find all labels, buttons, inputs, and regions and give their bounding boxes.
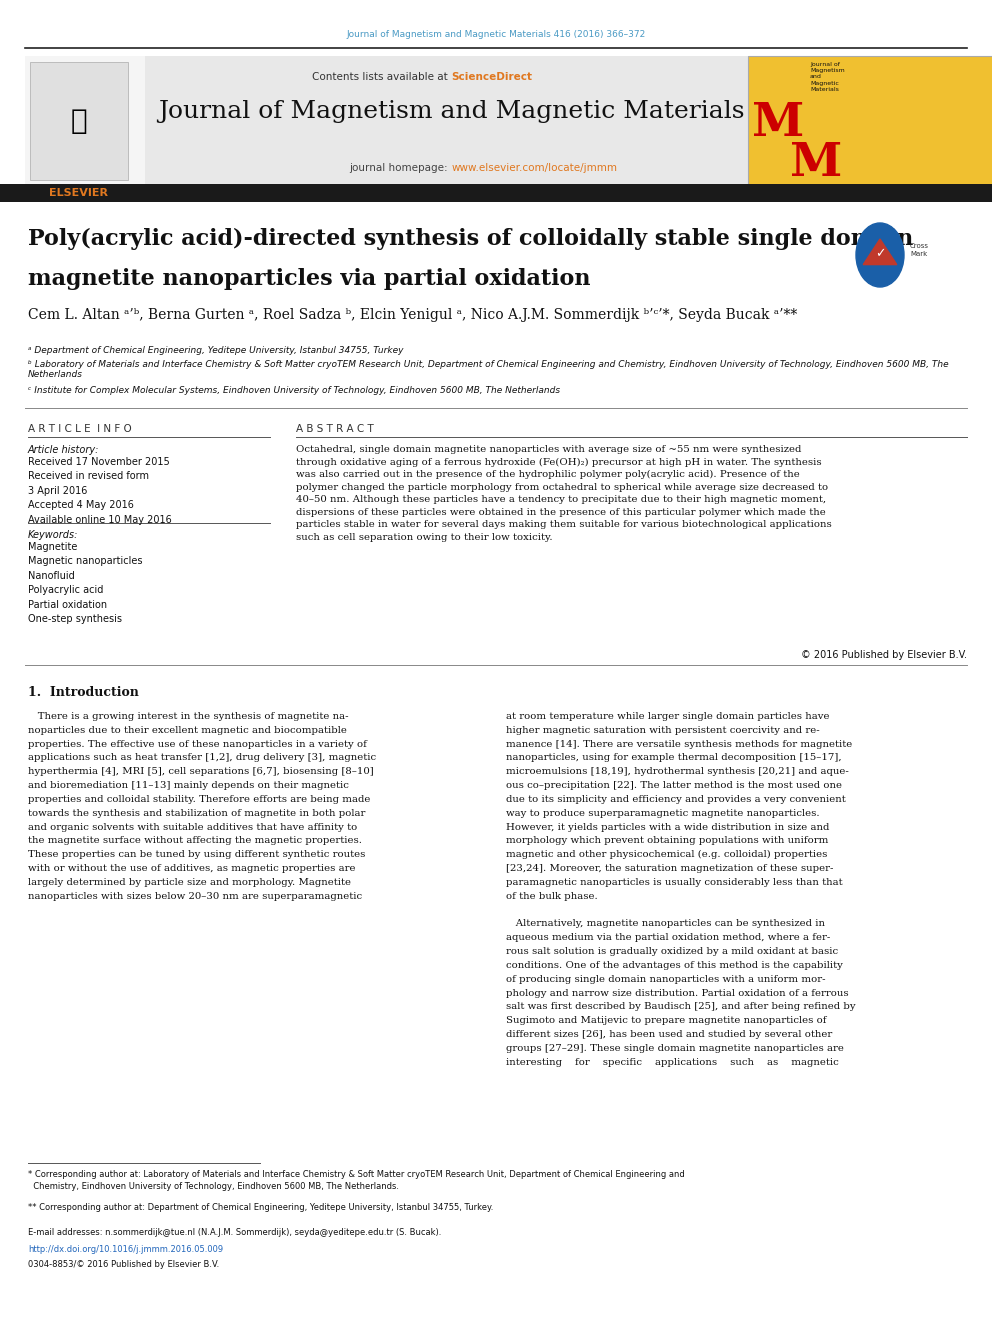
Text: Contents lists available at: Contents lists available at — [312, 71, 451, 82]
Text: microemulsions [18,19], hydrothermal synthesis [20,21] and aque-: microemulsions [18,19], hydrothermal syn… — [506, 767, 849, 777]
Text: paramagnetic nanoparticles is usually considerably less than that: paramagnetic nanoparticles is usually co… — [506, 878, 842, 886]
Text: ELSEVIER: ELSEVIER — [50, 188, 108, 198]
Text: nanoparticles, using for example thermal decomposition [15–17],: nanoparticles, using for example thermal… — [506, 754, 841, 762]
Text: * Corresponding author at: Laboratory of Materials and Interface Chemistry & Sof: * Corresponding author at: Laboratory of… — [28, 1170, 684, 1191]
Text: Poly(acrylic acid)-directed synthesis of colloidally stable single domain: Poly(acrylic acid)-directed synthesis of… — [28, 228, 914, 250]
Text: ScienceDirect: ScienceDirect — [451, 71, 533, 82]
Text: the magnetite surface without affecting the magnetic properties.: the magnetite surface without affecting … — [28, 836, 362, 845]
Text: phology and narrow size distribution. Partial oxidation of a ferrous: phology and narrow size distribution. Pa… — [506, 988, 848, 998]
Text: largely determined by particle size and morphology. Magnetite: largely determined by particle size and … — [28, 878, 351, 886]
Text: with or without the use of additives, as magnetic properties are: with or without the use of additives, as… — [28, 864, 355, 873]
Text: Journal of Magnetism and Magnetic Materials: Journal of Magnetism and Magnetic Materi… — [158, 101, 745, 123]
Text: ous co–precipitation [22]. The latter method is the most used one: ous co–precipitation [22]. The latter me… — [506, 781, 842, 790]
FancyBboxPatch shape — [748, 56, 992, 198]
Text: way to produce superparamagnetic magnetite nanoparticles.: way to produce superparamagnetic magneti… — [506, 808, 819, 818]
Text: There is a growing interest in the synthesis of magnetite na-: There is a growing interest in the synth… — [28, 712, 348, 721]
Text: M: M — [752, 101, 805, 146]
Text: manence [14]. There are versatile synthesis methods for magnetite: manence [14]. There are versatile synthe… — [506, 740, 852, 749]
Text: nanoparticles with sizes below 20–30 nm are superparamagnetic: nanoparticles with sizes below 20–30 nm … — [28, 892, 362, 901]
Text: © 2016 Published by Elsevier B.V.: © 2016 Published by Elsevier B.V. — [801, 650, 967, 660]
Text: However, it yields particles with a wide distribution in size and: However, it yields particles with a wide… — [506, 823, 829, 832]
Text: towards the synthesis and stabilization of magnetite in both polar: towards the synthesis and stabilization … — [28, 808, 365, 818]
Text: magnetic and other physicochemical (e.g. colloidal) properties: magnetic and other physicochemical (e.g.… — [506, 851, 827, 860]
Circle shape — [856, 224, 904, 287]
Text: noparticles due to their excellent magnetic and biocompatible: noparticles due to their excellent magne… — [28, 726, 347, 734]
Text: E-mail addresses: n.sommerdijk@tue.nl (N.A.J.M. Sommerdijk), seyda@yeditepe.edu.: E-mail addresses: n.sommerdijk@tue.nl (N… — [28, 1228, 441, 1237]
Text: Journal of Magnetism and Magnetic Materials 416 (2016) 366–372: Journal of Magnetism and Magnetic Materi… — [346, 30, 646, 38]
Text: due to its simplicity and efficiency and provides a very convenient: due to its simplicity and efficiency and… — [506, 795, 846, 804]
Text: M: M — [790, 140, 842, 187]
Text: These properties can be tuned by using different synthetic routes: These properties can be tuned by using d… — [28, 851, 365, 859]
Text: properties and colloidal stability. Therefore efforts are being made: properties and colloidal stability. Ther… — [28, 795, 370, 804]
Text: Article history:: Article history: — [28, 445, 99, 455]
Text: and organic solvents with suitable additives that have affinity to: and organic solvents with suitable addit… — [28, 823, 357, 832]
Text: aqueous medium via the partial oxidation method, where a fer-: aqueous medium via the partial oxidation… — [506, 933, 830, 942]
Text: properties. The effective use of these nanoparticles in a variety of: properties. The effective use of these n… — [28, 740, 367, 749]
Text: ** Corresponding author at: Department of Chemical Engineering, Yeditepe Univers: ** Corresponding author at: Department o… — [28, 1203, 493, 1212]
Text: Magnetite
Magnetic nanoparticles
Nanofluid
Polyacrylic acid
Partial oxidation
On: Magnetite Magnetic nanoparticles Nanoflu… — [28, 542, 143, 624]
Text: ᶜ Institute for Complex Molecular Systems, Eindhoven University of Technology, E: ᶜ Institute for Complex Molecular System… — [28, 386, 560, 396]
Text: Journal of
Magnetism
and
Magnetic
Materials: Journal of Magnetism and Magnetic Materi… — [810, 62, 845, 91]
Text: morphology which prevent obtaining populations with uniform: morphology which prevent obtaining popul… — [506, 836, 828, 845]
Text: Sugimoto and Matijevic to prepare magnetite nanoparticles of: Sugimoto and Matijevic to prepare magnet… — [506, 1016, 826, 1025]
Text: www.elsevier.com/locate/jmmm: www.elsevier.com/locate/jmmm — [451, 163, 617, 173]
Text: A R T I C L E  I N F O: A R T I C L E I N F O — [28, 423, 132, 434]
Text: 🌳: 🌳 — [70, 107, 87, 135]
Text: Received 17 November 2015
Received in revised form
3 April 2016
Accepted 4 May 2: Received 17 November 2015 Received in re… — [28, 456, 172, 525]
FancyBboxPatch shape — [25, 56, 967, 200]
Text: ᵃ Department of Chemical Engineering, Yeditepe University, Istanbul 34755, Turke: ᵃ Department of Chemical Engineering, Ye… — [28, 347, 404, 355]
Text: at room temperature while larger single domain particles have: at room temperature while larger single … — [506, 712, 829, 721]
Text: magnetite nanoparticles via partial oxidation: magnetite nanoparticles via partial oxid… — [28, 269, 590, 290]
Text: ᵇ Laboratory of Materials and Interface Chemistry & Soft Matter cryoTEM Research: ᵇ Laboratory of Materials and Interface … — [28, 360, 948, 380]
Text: A B S T R A C T: A B S T R A C T — [296, 423, 374, 434]
Text: rous salt solution is gradually oxidized by a mild oxidant at basic: rous salt solution is gradually oxidized… — [506, 947, 838, 957]
Text: higher magnetic saturation with persistent coercivity and re-: higher magnetic saturation with persiste… — [506, 726, 819, 734]
Polygon shape — [863, 239, 897, 265]
FancyBboxPatch shape — [30, 62, 128, 180]
Text: of the bulk phase.: of the bulk phase. — [506, 892, 598, 901]
Text: Alternatively, magnetite nanoparticles can be synthesized in: Alternatively, magnetite nanoparticles c… — [506, 919, 825, 929]
Text: Keywords:: Keywords: — [28, 531, 78, 540]
Text: of producing single domain nanoparticles with a uniform mor-: of producing single domain nanoparticles… — [506, 975, 825, 984]
Text: Octahedral, single domain magnetite nanoparticles with average size of ~55 nm we: Octahedral, single domain magnetite nano… — [296, 445, 831, 542]
Text: groups [27–29]. These single domain magnetite nanoparticles are: groups [27–29]. These single domain magn… — [506, 1044, 844, 1053]
Text: different sizes [26], has been used and studied by several other: different sizes [26], has been used and … — [506, 1031, 832, 1039]
Text: hyperthermia [4], MRI [5], cell separations [6,7], biosensing [8–10]: hyperthermia [4], MRI [5], cell separati… — [28, 767, 374, 777]
Text: [23,24]. Moreover, the saturation magnetization of these super-: [23,24]. Moreover, the saturation magnet… — [506, 864, 833, 873]
Text: journal homepage:: journal homepage: — [349, 163, 451, 173]
Text: 0304-8853/© 2016 Published by Elsevier B.V.: 0304-8853/© 2016 Published by Elsevier B… — [28, 1259, 219, 1269]
Text: salt was first described by Baudisch [25], and after being refined by: salt was first described by Baudisch [25… — [506, 1003, 856, 1011]
Text: conditions. One of the advantages of this method is the capability: conditions. One of the advantages of thi… — [506, 960, 843, 970]
Text: and bioremediation [11–13] mainly depends on their magnetic: and bioremediation [11–13] mainly depend… — [28, 781, 349, 790]
Text: Cross
Mark: Cross Mark — [910, 243, 929, 257]
Text: 1.  Introduction: 1. Introduction — [28, 687, 139, 699]
Text: http://dx.doi.org/10.1016/j.jmmm.2016.05.009: http://dx.doi.org/10.1016/j.jmmm.2016.05… — [28, 1245, 223, 1254]
Text: applications such as heat transfer [1,2], drug delivery [3], magnetic: applications such as heat transfer [1,2]… — [28, 754, 376, 762]
Text: ✓: ✓ — [875, 247, 885, 259]
FancyBboxPatch shape — [25, 56, 145, 200]
Text: interesting    for    specific    applications    such    as    magnetic: interesting for specific applications su… — [506, 1057, 839, 1066]
FancyBboxPatch shape — [0, 184, 992, 202]
Text: Cem L. Altan ᵃ’ᵇ, Berna Gurten ᵃ, Roel Sadza ᵇ, Elcin Yenigul ᵃ, Nico A.J.M. Som: Cem L. Altan ᵃ’ᵇ, Berna Gurten ᵃ, Roel S… — [28, 308, 798, 321]
